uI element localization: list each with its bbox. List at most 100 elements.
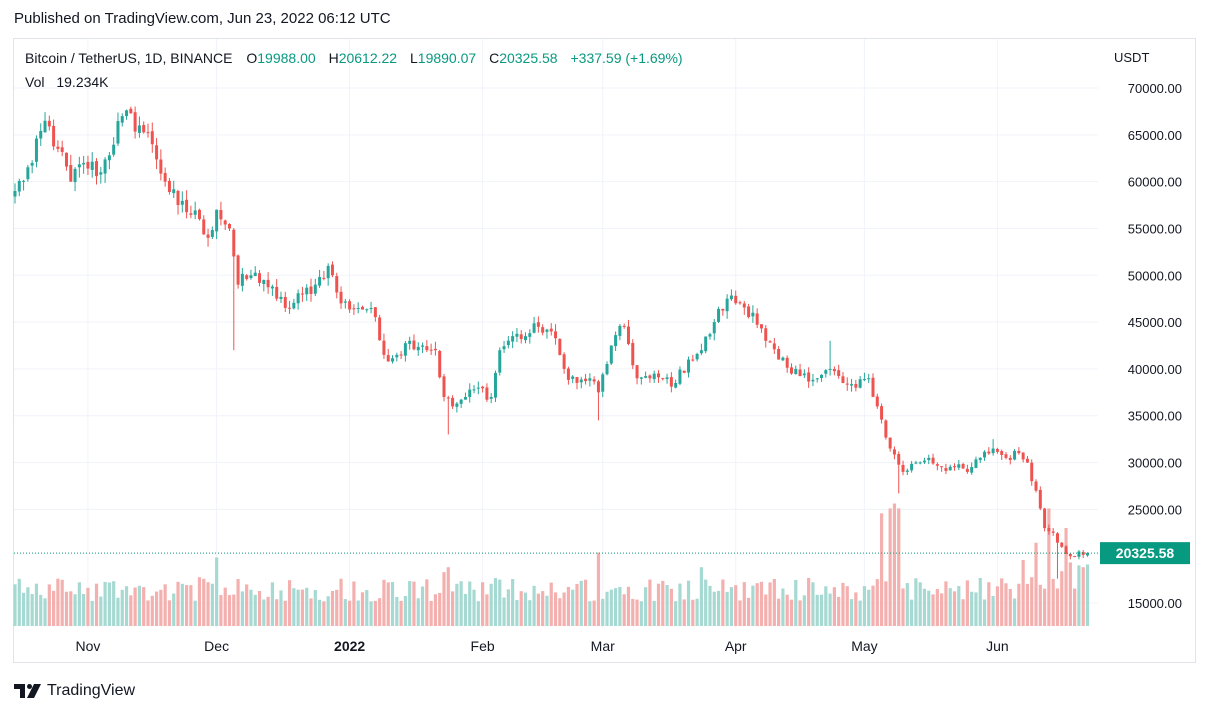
- volume-bar: [17, 578, 21, 626]
- volume-bar: [305, 587, 309, 626]
- symbol-title[interactable]: Bitcoin / TetherUS, 1D, BINANCE: [25, 50, 233, 66]
- volume-bar: [523, 592, 528, 626]
- candle-body: [678, 369, 682, 384]
- volume-bar: [185, 585, 189, 626]
- candle-body: [721, 308, 725, 311]
- volume-bar: [944, 581, 948, 626]
- x-tick-label: Feb: [471, 638, 495, 654]
- volume-bar: [832, 587, 836, 626]
- volume-bar: [841, 582, 845, 626]
- candle-body: [446, 397, 450, 399]
- candle-body: [262, 279, 266, 285]
- volume-bar: [725, 591, 729, 626]
- volume-bar: [592, 600, 596, 626]
- volume-bar: [180, 583, 184, 626]
- candle-body: [155, 145, 159, 160]
- volume-bar: [948, 588, 952, 626]
- candle-body: [399, 354, 403, 356]
- volume-bar: [498, 579, 502, 626]
- volume-bar: [1038, 584, 1042, 626]
- volume-bar: [365, 590, 369, 626]
- volume-bar: [652, 600, 656, 626]
- volume-bar: [746, 597, 751, 626]
- volume-bar: [1073, 588, 1077, 626]
- volume-bar: [712, 591, 716, 626]
- volume-bar: [905, 583, 909, 626]
- candle-body: [90, 161, 94, 170]
- volume-bar: [202, 578, 206, 626]
- candle-body: [850, 384, 854, 386]
- volume-bar: [167, 600, 172, 626]
- volume-bar: [287, 580, 292, 626]
- close-value: 20325.58: [499, 50, 558, 66]
- y-tick-label: 30000.00: [1128, 456, 1182, 471]
- candle-body: [974, 459, 978, 468]
- volume-bar: [858, 600, 862, 626]
- volume-bar: [781, 588, 785, 626]
- volume-bar: [90, 600, 94, 626]
- volume-bars: [13, 503, 1090, 626]
- candle-body: [266, 279, 270, 288]
- volume-bar: [837, 596, 841, 626]
- volume-bar: [245, 584, 249, 626]
- candle-body: [206, 234, 210, 238]
- volume-bar: [420, 586, 425, 626]
- candle-body: [729, 295, 733, 300]
- volume-bar: [755, 583, 759, 626]
- volume-bar: [197, 577, 202, 626]
- candle-body: [1047, 528, 1051, 532]
- candle-body: [717, 308, 721, 322]
- candle-body: [965, 468, 969, 472]
- candle-body: [493, 372, 497, 398]
- candle-body: [455, 403, 459, 407]
- brand-name: TradingView: [47, 682, 136, 699]
- volume-bar: [742, 582, 746, 626]
- candle-body: [1077, 551, 1081, 557]
- volume-bar: [768, 582, 772, 626]
- volume-bar: [759, 581, 764, 626]
- volume-bar: [292, 588, 296, 626]
- candle-body: [747, 306, 751, 318]
- volume-bar: [875, 579, 879, 626]
- volume-bar: [631, 598, 635, 626]
- candle-body: [995, 448, 999, 452]
- close-label: C: [489, 50, 500, 66]
- candle-body: [588, 378, 592, 381]
- volume-bar: [56, 578, 60, 626]
- candle-body: [811, 379, 815, 382]
- candle-body: [618, 325, 622, 336]
- volume-bar: [348, 600, 352, 626]
- volume-bar: [116, 597, 120, 626]
- candle-body: [554, 331, 558, 339]
- y-tick-label: 50000.00: [1128, 268, 1182, 283]
- volume-bar: [1000, 578, 1004, 626]
- volume-bar: [43, 598, 47, 626]
- y-tick-label: 65000.00: [1128, 128, 1182, 143]
- last-price-marker: 20325.58: [14, 542, 1190, 565]
- volume-bar: [716, 590, 721, 626]
- volume-bar: [995, 586, 1000, 626]
- high-label: H: [328, 50, 339, 66]
- volume-bar: [648, 579, 652, 626]
- volume-bar: [914, 578, 918, 626]
- candle-body: [528, 333, 532, 337]
- volume-bar: [974, 592, 978, 626]
- candle-body: [395, 354, 399, 358]
- candle-body: [481, 386, 485, 389]
- volume-bar: [360, 592, 365, 626]
- volume-bar: [335, 589, 339, 626]
- volume-bar: [957, 586, 961, 626]
- candle-body: [639, 377, 643, 379]
- volume-bar: [708, 585, 712, 626]
- candle-body: [918, 462, 922, 464]
- candle-body: [1051, 531, 1055, 533]
- candle-body: [360, 306, 364, 310]
- volume-bar: [103, 581, 107, 626]
- volume-bar: [729, 587, 734, 626]
- candle-body: [330, 264, 334, 276]
- tradingview-brand[interactable]: TradingView: [14, 680, 135, 702]
- volume-bar: [1085, 564, 1090, 626]
- y-tick-label: 55000.00: [1128, 221, 1182, 236]
- candle-body: [953, 466, 957, 468]
